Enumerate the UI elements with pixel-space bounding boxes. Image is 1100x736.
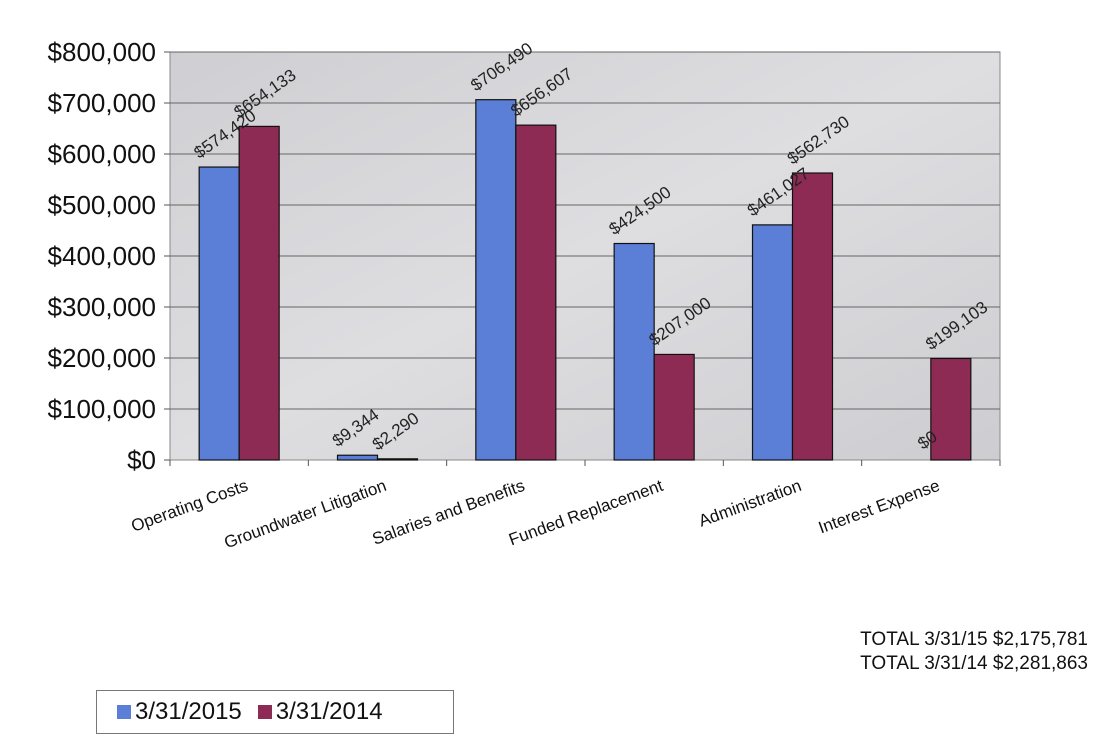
y-tick-label: $400,000 [48, 241, 156, 271]
legend-label-2014: 3/31/2014 [275, 698, 383, 725]
bar-3-31-2014-0 [238, 125, 280, 461]
total-2014: TOTAL 3/31/14 $2,281,863 [860, 653, 1088, 674]
bar-3-31-2014-4 [791, 172, 834, 461]
y-tick-label: $500,000 [48, 190, 156, 220]
bar-3-31-2014-3 [653, 353, 695, 461]
legend-item-2015: 3/31/2015 [117, 698, 242, 726]
y-tick-label: $700,000 [48, 88, 156, 118]
y-tick-label: $0 [127, 445, 156, 475]
bar-3-31-2014-2 [515, 124, 557, 461]
total-2015: TOTAL 3/31/15 $2,175,781 [860, 629, 1088, 650]
bar-3-31-2015-0 [198, 166, 240, 461]
category-label: Operating Costs [129, 476, 251, 536]
bar-3-31-2014-1 [376, 458, 419, 461]
legend-swatch-2014 [257, 705, 272, 719]
legend-label-2015: 3/31/2015 [135, 698, 242, 725]
y-tick-label: $200,000 [48, 343, 156, 373]
bar-3-31-2015-3 [613, 242, 655, 461]
totals-box: TOTAL 3/31/15 $2,175,781 TOTAL 3/31/14 $… [860, 628, 1088, 676]
bar-3-31-2015-4 [751, 224, 794, 461]
bar-chart: $0 $100,000 $200,000 $300,000 $400,000 $500,0… [48, 37, 1001, 552]
bar-3-31-2014-5 [930, 357, 972, 461]
category-label: Salaries and Benefits [370, 476, 527, 549]
category-label: Administration [696, 476, 804, 531]
y-tick-label: $800,000 [48, 37, 156, 67]
category-label: Interest Expense [816, 476, 942, 537]
legend: 3/31/2015 3/31/2014 [96, 690, 454, 734]
y-tick-label: $300,000 [48, 292, 156, 322]
legend-swatch-2015 [117, 705, 131, 719]
y-tick-label: $600,000 [48, 139, 156, 169]
category-label: Funded Replacement [506, 476, 666, 550]
legend-item-2014: 3/31/2014 [257, 698, 383, 726]
y-tick-label: $100,000 [48, 394, 156, 424]
bar-3-31-2015-1 [336, 454, 379, 461]
bar-3-31-2015-2 [475, 99, 517, 461]
